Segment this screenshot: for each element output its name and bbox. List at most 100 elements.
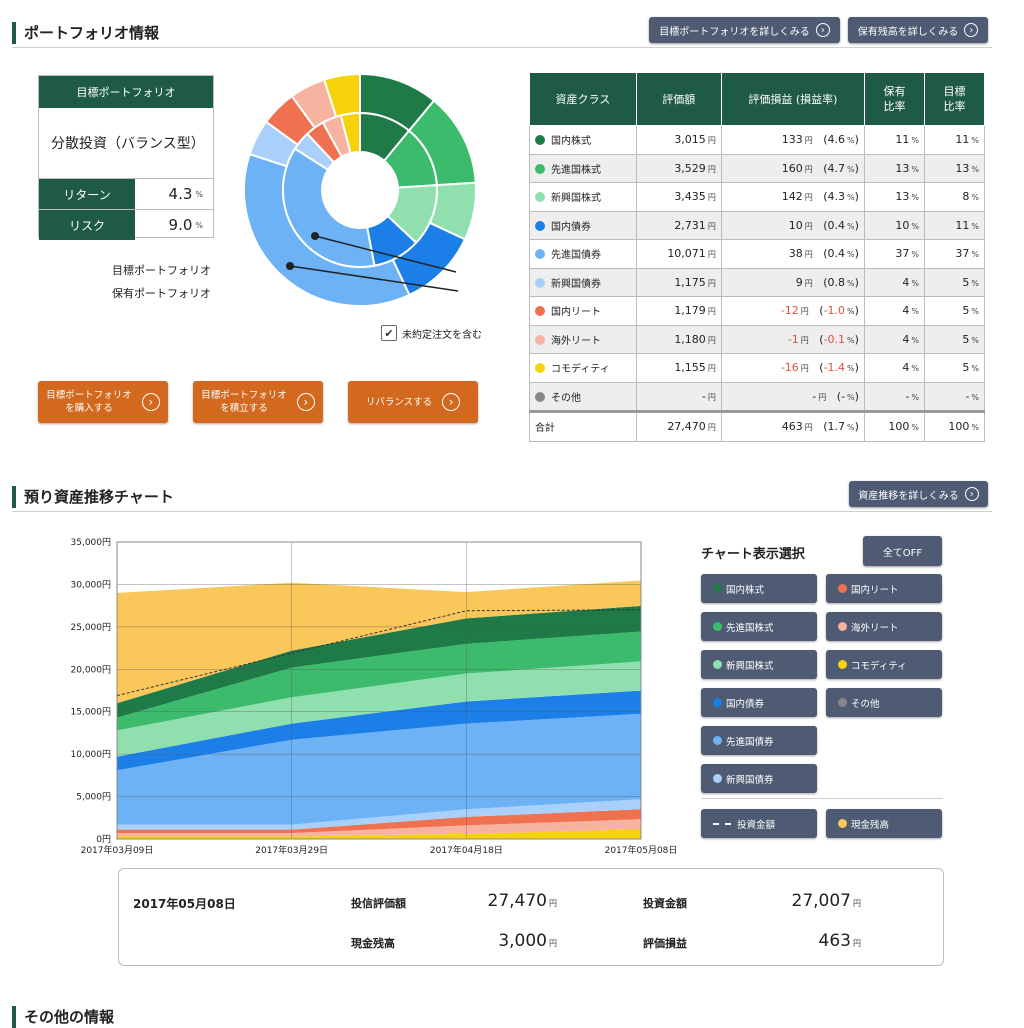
area-series-3 — [117, 799, 641, 830]
holding-pointer-dot — [286, 262, 294, 270]
toggle-divider — [701, 798, 943, 799]
chevron-right-icon: › — [964, 23, 979, 37]
percent-unit: % — [847, 136, 855, 146]
toggle-series-2[interactable]: 先進国株式 — [701, 612, 817, 641]
holding-ratio-value: 13 — [895, 161, 910, 175]
yen-unit: 円 — [800, 364, 809, 374]
percent-unit: % — [195, 220, 203, 230]
area-series-1 — [117, 819, 641, 837]
profit-loss-rate: -0.1 — [823, 332, 846, 346]
legend-dot-icon — [713, 622, 722, 631]
toggle-series-0[interactable]: 国内株式 — [701, 574, 817, 603]
legend-dot-icon — [838, 660, 847, 669]
asset-class-cell: 先進国債券 — [529, 239, 637, 269]
toggle-series-9[interactable]: 新興国債券 — [701, 764, 817, 793]
toggle-series-4[interactable]: 新興国株式 — [701, 650, 817, 679]
valuation-value: 10,071 — [667, 247, 706, 261]
percent-unit: % — [847, 164, 855, 174]
checkbox-checked-icon[interactable]: ✔ — [381, 325, 397, 341]
asset-class-cell: コモディティ — [529, 353, 637, 383]
holding-ratio-cell: 4% — [863, 324, 925, 354]
target-ratio-cell: 5% — [923, 296, 986, 326]
buy-target-portfolio-button[interactable]: 目標ポートフォリオ を購入する › — [38, 381, 168, 423]
chevron-right-icon: › — [964, 487, 979, 501]
return-label: リターン — [39, 179, 135, 209]
toggle-series-7[interactable]: その他 — [826, 688, 942, 717]
profit-loss-cell: 160 円 (4.7%) — [720, 153, 865, 183]
area-series-9 — [117, 580, 641, 704]
legend-dot-icon — [713, 660, 722, 669]
profit-loss-value: -1 — [787, 332, 799, 346]
target-ratio-value: 5 — [962, 361, 970, 375]
legend-dot-icon — [535, 163, 545, 174]
holding-ratio-cell: 13% — [863, 182, 925, 212]
section-title-other: その他の情報 — [12, 1006, 114, 1028]
holding-pointer-line — [289, 265, 459, 292]
all-off-button[interactable]: 全てOFF — [863, 536, 942, 566]
yen-unit: 円 — [804, 221, 813, 231]
portfolio-donut-chart — [243, 72, 477, 307]
percent-unit: % — [911, 250, 919, 260]
chart-select-title: チャート表示選択 — [701, 547, 805, 562]
asset-class-cell: その他 — [529, 381, 637, 412]
holding-ratio-cell: 11% — [863, 125, 925, 155]
rebalance-button[interactable]: リバランスする › — [348, 381, 478, 423]
total-profit-loss-rate: 1.7 — [827, 420, 846, 434]
percent-unit: % — [971, 364, 979, 374]
percent-unit: % — [847, 221, 855, 231]
toggle-invest-amount[interactable]: 投資金額 — [701, 809, 817, 838]
toggle-series-8[interactable]: 先進国債券 — [701, 726, 817, 755]
valuation-value: 1,180 — [674, 332, 706, 346]
accumulate-target-portfolio-button[interactable]: 目標ポートフォリオ を積立する › — [193, 381, 323, 423]
profit-loss-rate: 4.3 — [827, 190, 846, 204]
percent-unit: % — [971, 392, 979, 402]
yen-unit: 円 — [707, 278, 716, 288]
legend-dot-icon — [838, 622, 847, 631]
asset-history-detail-button[interactable]: 資産推移を詳しくみる › — [849, 481, 988, 507]
asset-history-chart: 0円 5,000円 10,000円 15,000円 20,000円 25,000円 30,0… — [71, 537, 678, 856]
holding-ratio-value: 11 — [895, 133, 910, 147]
toggle-series-1[interactable]: 国内リート — [826, 574, 942, 603]
valuation-cell: 3,015 円 — [635, 125, 722, 155]
toggle-label: 現金残高 — [851, 819, 890, 831]
percent-unit: % — [971, 335, 979, 345]
toggle-series-5[interactable]: コモディティ — [826, 650, 942, 679]
profit-loss-number: 463 — [818, 931, 851, 951]
profit-loss-cell: -1 円 (-0.1%) — [720, 324, 865, 354]
target-portfolio-header: 目標ポートフォリオ — [39, 76, 213, 108]
profit-loss-rate: 4.6 — [827, 133, 846, 147]
toggle-series-3[interactable]: 海外リート — [826, 612, 942, 641]
table-row: 国内リート 1,179 円 -12 円 (-1.0%) 4% 5% — [529, 296, 986, 326]
target-portfolio-detail-button[interactable]: 目標ポートフォリオを詳しくみる › — [649, 17, 840, 43]
toggle-series-6[interactable]: 国内債券 — [701, 688, 817, 717]
yen-unit: 円 — [707, 250, 716, 260]
y-tick-label: 10,000円 — [71, 749, 112, 760]
fund-value: 27,470 円 — [437, 891, 557, 911]
yen-unit: 円 — [804, 193, 813, 203]
legend-dot-icon — [838, 819, 847, 828]
table-row: 新興国株式 3,435 円 142 円 (4.3%) 13% 8% — [529, 182, 986, 212]
legend-dot-icon — [535, 363, 545, 374]
target-ratio-value: 13 — [955, 161, 970, 175]
yen-unit: 円 — [800, 307, 809, 317]
asset-class-cell: 先進国株式 — [529, 153, 637, 183]
yen-unit: 円 — [549, 939, 557, 948]
holding-detail-button[interactable]: 保有残高を詳しくみる › — [848, 17, 988, 43]
target-portfolio-name: 分散投資（バランス型） — [51, 136, 205, 152]
section-title-history: 預り資産推移チャート — [12, 486, 174, 508]
percent-unit: % — [847, 364, 855, 374]
include-pending-orders[interactable]: ✔ 未約定注文を含む — [381, 325, 482, 341]
asset-class-name: 国内株式 — [551, 136, 591, 148]
holding-ratio-value: 4 — [902, 304, 910, 318]
asset-class-cell: 海外リート — [529, 324, 637, 354]
yen-unit: 円 — [707, 164, 716, 174]
percent-unit: % — [847, 193, 855, 203]
cash-balance-label: 現金残高 — [351, 937, 395, 950]
percent-unit: % — [847, 392, 855, 402]
holding-ratio-value: 13 — [895, 190, 910, 204]
area-series-6 — [117, 661, 641, 757]
table-row: コモディティ 1,155 円 -16 円 (-1.4%) 4% 5% — [529, 353, 986, 383]
button-label: 保有残高を詳しくみる — [857, 26, 959, 38]
toggle-cash-balance[interactable]: 現金残高 — [826, 809, 942, 838]
section-title-portfolio: ポートフォリオ情報 — [12, 22, 159, 44]
